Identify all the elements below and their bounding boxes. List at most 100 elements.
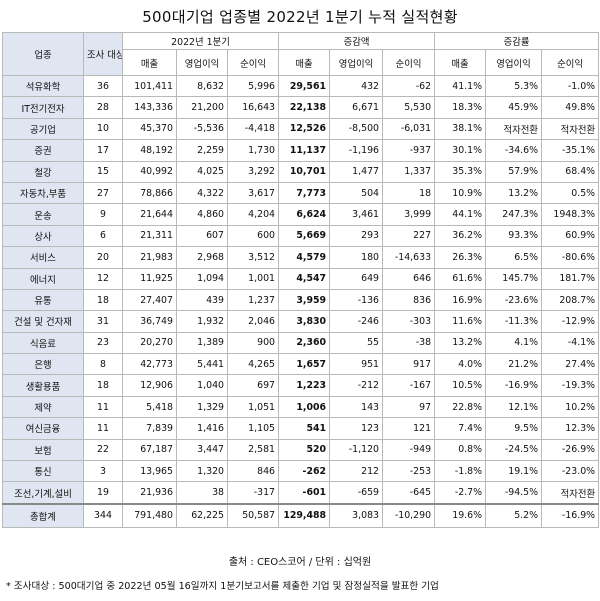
value-cell: 5,996	[226, 74, 280, 98]
value-cell: 4,322	[176, 181, 228, 205]
count-cell: 18	[83, 374, 123, 397]
value-cell: 적자전환	[541, 481, 600, 505]
industry-cell: 건설 및 건자재	[2, 310, 84, 333]
industry-cell: 자동차,부품	[2, 181, 84, 205]
value-cell: 21,983	[122, 246, 177, 269]
value-cell: 181.7%	[541, 267, 600, 290]
value-cell: 180	[329, 246, 384, 269]
header-sales: 매출	[434, 49, 487, 76]
header-net-profit: 순이익	[541, 49, 600, 76]
header-industry: 업종	[2, 32, 84, 76]
value-cell: 293	[329, 224, 384, 248]
value-cell: 143	[329, 395, 384, 419]
value-cell: 846	[226, 460, 280, 483]
header-group-q1: 2022년 1분기	[121, 32, 280, 50]
value-cell: 30.1%	[434, 139, 487, 162]
value-cell: 836	[382, 288, 436, 312]
industry-cell: 은행	[2, 353, 84, 376]
value-cell: 21,200	[176, 96, 228, 119]
industry-cell: 생활용품	[2, 374, 84, 397]
value-cell: -4.1%	[541, 331, 600, 355]
value-cell: 1,337	[382, 160, 436, 183]
footnote: * 조사대상 : 500대기업 중 2022년 05월 16일까지 1분기보고서…	[6, 581, 439, 592]
value-cell: 5,530	[382, 96, 436, 119]
total-row: 총합계 344 791,480 62,225 50,587 129,488 3,…	[2, 502, 600, 528]
value-cell: 4,579	[278, 246, 331, 269]
value-cell: 145.7%	[485, 267, 543, 290]
value-cell: -212	[329, 374, 384, 397]
table-body: 석유화학 36 101,411 8,632 5,996 29,561 432 -62 41.1%…	[2, 74, 600, 505]
table-row: 통신 3 13,965 1,320 846 -262 212 -253 -1.8% 19.1% -2…	[2, 460, 600, 483]
value-cell: 900	[226, 331, 280, 355]
value-cell: 2,581	[226, 438, 280, 462]
value-cell: 121	[382, 417, 436, 440]
value-cell: 60.9%	[541, 224, 600, 248]
count-cell: 3	[83, 460, 123, 483]
value-cell: 7,839	[122, 417, 177, 440]
value-cell: 1,040	[176, 374, 228, 397]
header-sales: 매출	[278, 49, 331, 76]
value-cell: 18	[382, 181, 436, 205]
value-cell: 27,407	[122, 288, 177, 312]
value-cell: -26.9%	[541, 438, 600, 462]
value-cell: 21.2%	[485, 353, 543, 376]
value-cell: -23.0%	[541, 460, 600, 483]
table-row: 식음료 23 20,270 1,389 900 2,360 55 -38 13.2% 4.1% -4…	[2, 331, 600, 355]
value-cell: 3,512	[226, 246, 280, 269]
value-cell: 646	[382, 267, 436, 290]
source-caption: 출처 : CEO스코어 / 단위 : 십억원	[228, 557, 372, 568]
value-cell: -1.0%	[541, 74, 600, 98]
value-cell: 10.9%	[434, 181, 487, 205]
value-cell: -262	[278, 460, 331, 483]
value-cell: -62	[382, 74, 436, 98]
header-op-profit: 영업이익	[329, 49, 384, 76]
value-cell: 0.5%	[541, 181, 600, 205]
industry-cell: 제약	[2, 395, 84, 419]
value-cell: 1,416	[176, 417, 228, 440]
count-cell: 15	[83, 160, 123, 183]
value-cell: -8,500	[329, 117, 384, 141]
table-row: 에너지 12 11,925 1,094 1,001 4,547 649 646 61.6% 145…	[2, 267, 600, 290]
value-cell: -246	[329, 310, 384, 333]
value-cell: 21,311	[122, 224, 177, 248]
industry-cell: 상사	[2, 224, 84, 248]
value-cell: 36,749	[122, 310, 177, 333]
industry-cell: 식음료	[2, 331, 84, 355]
table-cell: 50,587	[226, 502, 280, 528]
value-cell: -16.9%	[485, 374, 543, 397]
value-cell: 97	[382, 395, 436, 419]
industry-cell: IT전기전자	[2, 96, 84, 119]
header-op-profit: 영업이익	[485, 49, 543, 76]
value-cell: -94.5%	[485, 481, 543, 505]
value-cell: 40,992	[122, 160, 177, 183]
value-cell: -1,120	[329, 438, 384, 462]
industry-cell: 조선,기계,설비	[2, 481, 84, 505]
value-cell: -1,196	[329, 139, 384, 162]
table-row: 유통 18 27,407 439 1,237 3,959 -136 836 16.9% -23.6…	[2, 288, 600, 312]
value-cell: 1948.3%	[541, 203, 600, 226]
value-cell: -659	[329, 481, 384, 505]
value-cell: 3,292	[226, 160, 280, 183]
count-cell: 19	[83, 481, 123, 505]
value-cell: 3,999	[382, 203, 436, 226]
industry-cell: 철강	[2, 160, 84, 183]
value-cell: 11,925	[122, 267, 177, 290]
value-cell: 35.3%	[434, 160, 487, 183]
value-cell: 1,006	[278, 395, 331, 419]
table-cell: 791,480	[122, 502, 177, 528]
value-cell: 1,237	[226, 288, 280, 312]
value-cell: 10,701	[278, 160, 331, 183]
value-cell: -1.8%	[434, 460, 487, 483]
header-net-profit: 순이익	[382, 49, 436, 76]
industry-cell: 보험	[2, 438, 84, 462]
value-cell: 57.9%	[485, 160, 543, 183]
value-cell: 45.9%	[485, 96, 543, 119]
value-cell: 45,370	[122, 117, 177, 141]
industry-cell: 여신금융	[2, 417, 84, 440]
value-cell: 26.3%	[434, 246, 487, 269]
value-cell: -12.9%	[541, 310, 600, 333]
value-cell: 607	[176, 224, 228, 248]
count-cell: 11	[83, 395, 123, 419]
industry-cell: 통신	[2, 460, 84, 483]
value-cell: 649	[329, 267, 384, 290]
